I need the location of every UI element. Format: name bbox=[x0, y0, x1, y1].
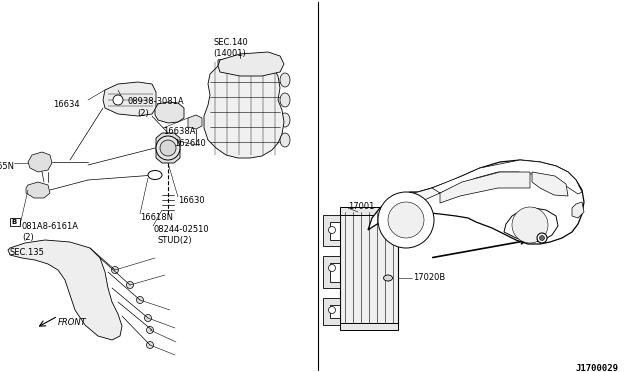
Polygon shape bbox=[504, 208, 558, 242]
Text: 08938-3081A: 08938-3081A bbox=[128, 97, 184, 106]
Circle shape bbox=[113, 95, 123, 105]
Bar bbox=[340, 207, 398, 215]
Text: 162640: 162640 bbox=[174, 139, 205, 148]
Polygon shape bbox=[26, 182, 50, 198]
Circle shape bbox=[156, 136, 180, 160]
Circle shape bbox=[145, 314, 152, 321]
Polygon shape bbox=[323, 256, 340, 288]
Text: SEC.135: SEC.135 bbox=[10, 248, 45, 257]
Ellipse shape bbox=[280, 133, 290, 147]
Polygon shape bbox=[103, 82, 156, 116]
Text: 17001: 17001 bbox=[348, 202, 374, 211]
Text: 16865N: 16865N bbox=[0, 162, 14, 171]
Bar bbox=[340, 323, 398, 330]
Polygon shape bbox=[323, 215, 340, 246]
Ellipse shape bbox=[383, 275, 392, 281]
Text: SEC.140: SEC.140 bbox=[213, 38, 248, 47]
Text: STUD(2): STUD(2) bbox=[157, 236, 191, 245]
Text: N: N bbox=[115, 97, 121, 103]
Polygon shape bbox=[572, 202, 584, 218]
Circle shape bbox=[512, 207, 548, 243]
Circle shape bbox=[388, 202, 424, 238]
Circle shape bbox=[328, 264, 335, 272]
Text: (2): (2) bbox=[22, 233, 34, 242]
Polygon shape bbox=[323, 298, 340, 325]
Polygon shape bbox=[368, 160, 584, 244]
Text: (2): (2) bbox=[137, 109, 148, 118]
Text: (14001): (14001) bbox=[213, 49, 246, 58]
Circle shape bbox=[127, 282, 134, 289]
Text: B: B bbox=[11, 219, 16, 225]
Text: 16634: 16634 bbox=[53, 100, 80, 109]
Polygon shape bbox=[218, 52, 284, 76]
Circle shape bbox=[147, 327, 154, 334]
Polygon shape bbox=[390, 188, 440, 212]
Polygon shape bbox=[204, 58, 284, 158]
Circle shape bbox=[328, 307, 335, 314]
Text: 081A8-6161A: 081A8-6161A bbox=[22, 222, 79, 231]
Polygon shape bbox=[532, 172, 568, 196]
Bar bbox=[340, 210, 398, 325]
Text: J1700029: J1700029 bbox=[575, 364, 618, 372]
Text: 16638A: 16638A bbox=[163, 127, 195, 136]
Polygon shape bbox=[8, 240, 122, 340]
Polygon shape bbox=[420, 160, 582, 196]
Circle shape bbox=[378, 192, 434, 248]
Ellipse shape bbox=[280, 113, 290, 127]
Text: 08244-02510: 08244-02510 bbox=[153, 225, 209, 234]
Text: 16630: 16630 bbox=[178, 196, 205, 205]
Ellipse shape bbox=[280, 93, 290, 107]
Polygon shape bbox=[440, 172, 530, 203]
Polygon shape bbox=[188, 115, 202, 129]
Circle shape bbox=[111, 266, 118, 273]
Polygon shape bbox=[155, 102, 184, 123]
Circle shape bbox=[540, 235, 545, 241]
Ellipse shape bbox=[148, 170, 162, 180]
Ellipse shape bbox=[280, 73, 290, 87]
Polygon shape bbox=[156, 133, 180, 163]
Circle shape bbox=[537, 233, 547, 243]
Text: 16618N: 16618N bbox=[140, 213, 173, 222]
Circle shape bbox=[160, 140, 176, 156]
Circle shape bbox=[328, 227, 335, 234]
Text: FRONT: FRONT bbox=[58, 318, 87, 327]
Circle shape bbox=[147, 341, 154, 349]
Circle shape bbox=[136, 296, 143, 304]
Text: 17020B: 17020B bbox=[413, 273, 445, 282]
Polygon shape bbox=[28, 152, 52, 172]
Bar bbox=[10, 218, 20, 226]
